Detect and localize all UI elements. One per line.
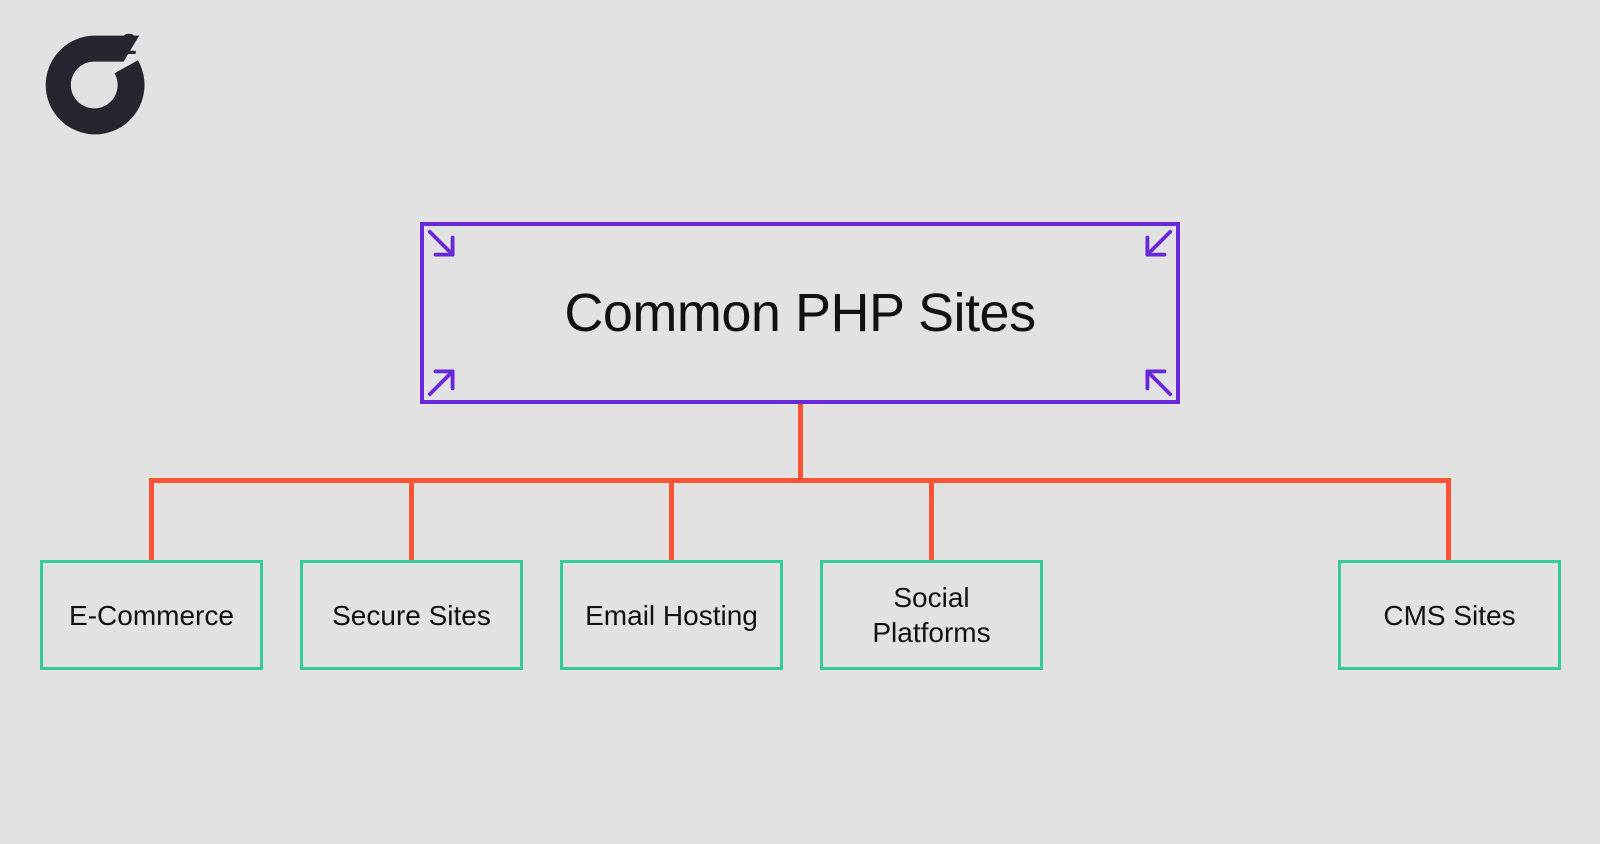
- connector-drop: [1446, 478, 1451, 560]
- child-node-label: Social Platforms: [831, 580, 1032, 650]
- g2-logo: 2: [30, 20, 160, 150]
- child-node: CMS Sites: [1338, 560, 1561, 670]
- svg-text:2: 2: [121, 29, 137, 61]
- diagram-canvas: 2 Common PHP Sites: [0, 0, 1600, 844]
- connector-drop: [409, 478, 414, 560]
- child-node: E-Commerce: [40, 560, 263, 670]
- connector-stem: [798, 404, 803, 483]
- connector-drop: [669, 478, 674, 560]
- corner-arrow-bl-icon: [426, 360, 464, 398]
- child-node-label: E-Commerce: [69, 598, 234, 633]
- child-node: Secure Sites: [300, 560, 523, 670]
- child-node-label: Email Hosting: [585, 598, 758, 633]
- title-text: Common PHP Sites: [564, 286, 1035, 340]
- g2-logo-icon: 2: [30, 20, 160, 150]
- child-node: Email Hosting: [560, 560, 783, 670]
- corner-arrow-br-icon: [1136, 360, 1174, 398]
- connector-drop: [929, 478, 934, 560]
- connector-horizontal: [149, 478, 1451, 483]
- corner-arrow-tl-icon: [426, 228, 464, 266]
- title-box: Common PHP Sites: [420, 222, 1180, 404]
- child-node-label: CMS Sites: [1383, 598, 1515, 633]
- child-node: Social Platforms: [820, 560, 1043, 670]
- connector-drop: [149, 478, 154, 560]
- corner-arrow-tr-icon: [1136, 228, 1174, 266]
- child-node-label: Secure Sites: [332, 598, 491, 633]
